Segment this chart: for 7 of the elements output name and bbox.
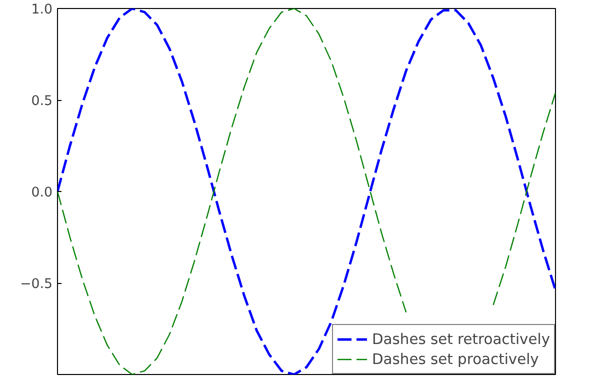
y-tick-label: 0.0	[31, 186, 53, 200]
y-tick-label: 1.0	[31, 2, 53, 18]
legend-label: Dashes set retroactively	[372, 330, 550, 348]
y-tick-label: −0.5	[20, 277, 53, 292]
y-tick-label: 0.5	[31, 94, 53, 109]
line-series	[58, 8, 556, 374]
legend-label: Dashes set proactively	[372, 350, 539, 368]
